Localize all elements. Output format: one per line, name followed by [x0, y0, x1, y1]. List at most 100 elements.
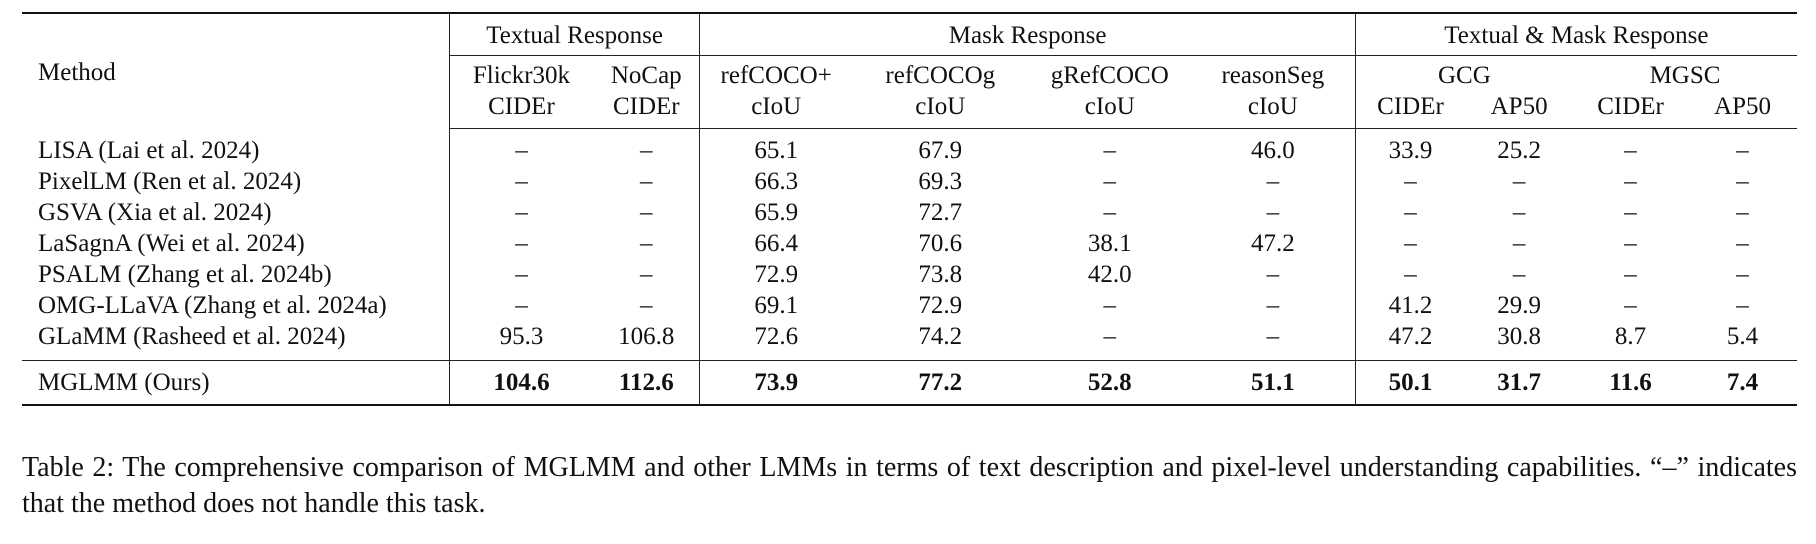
method-name: PSALM (Zhang et al. 2024b) [38, 261, 332, 288]
table-cell: – [1103, 199, 1117, 226]
table-cell: 65.1 [699, 128, 852, 166]
table-cell: 69.1 [699, 290, 852, 321]
table-cell: – [1624, 230, 1637, 257]
table-header: Method Textual Response Mask Response Te… [22, 12, 1797, 129]
table-cell: 30.8 [1497, 323, 1541, 350]
table-row: GLaMM (Rasheed et al. 2024) 95.3 106.8 72.6… [22, 321, 1797, 361]
column-metric: cIoU [851, 91, 1029, 129]
table-cell: 73.9 [699, 360, 852, 406]
group-header-textual: Textual Response [448, 12, 700, 56]
table-cell: 42.0 [1087, 261, 1132, 288]
table-cell: – [448, 128, 594, 166]
table-cell: – [1266, 323, 1280, 350]
table-cell: – [640, 261, 653, 288]
column-metric: cIoU [1190, 91, 1356, 129]
method-column-header: Method [22, 12, 450, 129]
table-caption: Table 2: The comprehensive comparison of… [22, 452, 1797, 519]
column-dataset: reasonSeg [1221, 62, 1325, 89]
table-row: GSVA (Xia et al. 2024) – – 65.9 72.7 – – – – – – [22, 197, 1797, 228]
table-cell: – [1103, 292, 1117, 319]
table-cell: – [1103, 323, 1117, 350]
table-cell: 72.9 [699, 259, 852, 290]
table-cell: – [1103, 168, 1117, 195]
table-cell: 69.3 [918, 168, 963, 195]
method-name: LaSagnA (Wei et al. 2024) [38, 230, 305, 257]
table-cell: 112.6 [593, 360, 700, 406]
table-row-ours: MGLMM (Ours) 104.6 112.6 73.9 77.2 52.8 51.1 50… [22, 360, 1797, 406]
column-metric: AP50 [1688, 91, 1797, 129]
table-cell: – [448, 166, 594, 197]
table-cell: – [1512, 261, 1526, 288]
method-name: GSVA (Xia et al. 2024) [38, 199, 272, 226]
table-cell: – [1736, 137, 1749, 164]
subgroup-header-mgsc: MGSC [1649, 62, 1721, 89]
table-cell: – [640, 199, 653, 226]
table-cell: 31.7 [1465, 360, 1574, 406]
table-row: LaSagnA (Wei et al. 2024) – – 66.4 70.6 38.1 4… [22, 228, 1797, 259]
table-cell: 77.2 [851, 360, 1029, 406]
column-metric: CIDEr [1573, 91, 1689, 129]
table-cell: – [1736, 199, 1749, 226]
column-dataset: gRefCOCO [1050, 62, 1169, 89]
column-metric: cIoU [1028, 91, 1191, 129]
column-dataset: refCOCOg [885, 62, 996, 89]
column-dataset: refCOCO+ [699, 55, 852, 91]
table-cell: – [1354, 228, 1466, 259]
table-cell: – [1512, 230, 1526, 257]
table-cell: 33.9 [1354, 128, 1466, 166]
table-cell: 47.2 [1354, 321, 1466, 361]
table-row: PSALM (Zhang et al. 2024b) – – 72.9 73.8 42.0… [22, 259, 1797, 290]
group-header-mask: Mask Response [699, 12, 1356, 56]
table-cell: – [1512, 199, 1526, 226]
table-cell: 72.7 [918, 199, 963, 226]
table-cell: – [1624, 261, 1637, 288]
table-cell: 25.2 [1497, 137, 1541, 164]
table-cell: – [1103, 137, 1117, 164]
group-header-textual-mask: Textual & Mask Response [1354, 12, 1797, 56]
table-cell: 7.4 [1688, 360, 1797, 406]
table-cell: – [1354, 166, 1466, 197]
table-cell: 104.6 [448, 360, 594, 406]
column-metric: CIDEr [1354, 91, 1466, 129]
table-cell: – [1736, 230, 1749, 257]
results-table: Method Textual Response Mask Response Te… [22, 12, 1797, 406]
table-cell: 41.2 [1354, 290, 1466, 321]
table-cell: – [640, 292, 653, 319]
column-metric: CIDEr [593, 91, 700, 129]
table-cell: – [640, 168, 653, 195]
table-cell: 95.3 [448, 321, 594, 361]
table-cell: – [448, 290, 594, 321]
table-cell: 52.8 [1028, 360, 1191, 406]
table-cell: 70.6 [918, 230, 963, 257]
table-cell: – [1736, 292, 1749, 319]
table-cell: 29.9 [1497, 292, 1541, 319]
method-name: GLaMM (Rasheed et al. 2024) [38, 323, 346, 350]
table-cell: 38.1 [1087, 230, 1132, 257]
table-cell: 50.1 [1354, 360, 1466, 406]
column-dataset: Flickr30k [448, 55, 594, 91]
table-cell: – [1266, 168, 1280, 195]
table-cell: – [640, 137, 653, 164]
table-cell: 47.2 [1250, 230, 1295, 257]
table-cell: 106.8 [618, 323, 675, 350]
method-name: OMG-LLaVA (Zhang et al. 2024a) [38, 292, 387, 319]
table-cell: – [1266, 261, 1280, 288]
table-cell: – [1354, 259, 1466, 290]
table-cell: – [1624, 292, 1637, 319]
table-cell: – [448, 259, 594, 290]
method-name: PixelLM (Ren et al. 2024) [38, 168, 302, 195]
table-cell: 74.2 [918, 323, 963, 350]
table-cell: – [1736, 168, 1749, 195]
table-cell: 66.3 [699, 166, 852, 197]
column-metric: CIDEr [448, 91, 594, 129]
table-cell: 72.6 [699, 321, 852, 361]
table-cell: – [640, 230, 653, 257]
table-cell: – [1266, 292, 1280, 319]
table-cell: – [1624, 199, 1637, 226]
method-name: LISA (Lai et al. 2024) [38, 136, 260, 164]
table-cell: – [1354, 197, 1466, 228]
table-cell: – [1512, 168, 1526, 195]
table-row: PixelLM (Ren et al. 2024) – – 66.3 69.3 – – – – –… [22, 166, 1797, 197]
table-cell: 11.6 [1573, 360, 1689, 406]
